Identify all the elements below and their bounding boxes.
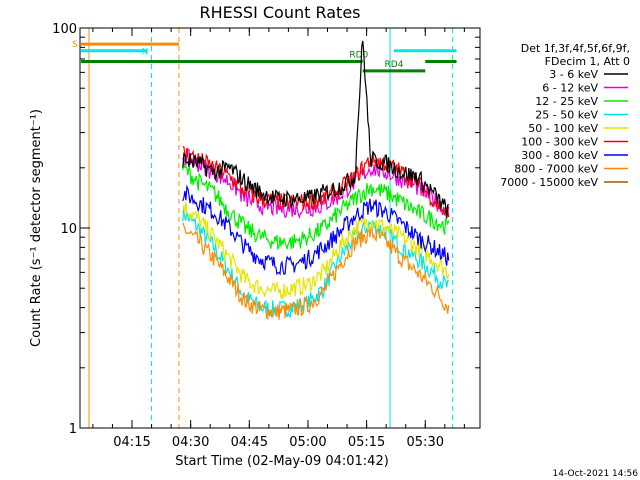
y-tick-label-2: 100 (52, 22, 77, 37)
flag-label-0: S (72, 40, 78, 50)
x-tick-label-4: 05:15 (348, 435, 385, 450)
legend-label-5: 100 - 300 keV (521, 136, 598, 149)
flag-label-6: RD4 (385, 60, 404, 70)
x-axis: 04:15 04:30 04:45 05:00 05:15 05:30 (92, 28, 465, 450)
legend: Det 1f,3f,4f,5f,6f,9f, FDecim 1, Att 0 3… (500, 42, 630, 189)
x-tick-label-3: 05:00 (289, 435, 326, 450)
x-tick-label-1: 04:30 (172, 435, 209, 450)
x-axis-label: Start Time (02-May-09 04:01:42) (175, 454, 389, 469)
legend-header-1: Det 1f,3f,4f,5f,6f,9f, (521, 42, 630, 55)
legend-label-3: 25 - 50 keV (535, 109, 598, 122)
y-tick-label-0: 1 (69, 422, 77, 437)
plot-frame (79, 27, 481, 429)
plot-area: S N RD0 RD4 (72, 28, 457, 428)
legend-label-1: 6 - 12 keV (542, 82, 598, 95)
footer-timestamp: 14-Oct-2021 14:56 (553, 469, 639, 479)
y-axis-label: Count Rate (s⁻¹ detector segment⁻¹) (29, 109, 44, 347)
legend-label-7: 800 - 7000 keV (514, 163, 598, 176)
chart-title: RHESSI Count Rates (200, 3, 361, 22)
x-tick-label-5: 05:30 (407, 435, 444, 450)
series-line-7 (182, 222, 450, 321)
series-line-2 (182, 161, 450, 251)
legend-label-6: 300 - 800 keV (521, 149, 598, 162)
series-line-0 (182, 40, 450, 218)
legend-label-0: 3 - 6 keV (549, 68, 598, 81)
legend-header-2: FDecim 1, Att 0 (545, 55, 630, 68)
x-tick-label-0: 04:15 (113, 435, 150, 450)
legend-label-4: 50 - 100 keV (528, 122, 598, 135)
y-tick-label-1: 10 (60, 222, 77, 237)
flag-label-4: RD0 (349, 50, 368, 60)
x-tick-label-2: 04:45 (231, 435, 268, 450)
legend-label-8: 7000 - 15000 keV (500, 176, 598, 189)
series-line-6 (182, 184, 450, 276)
series-line-4 (182, 201, 450, 299)
flag-label-1: N (142, 48, 149, 58)
y-axis: 1 10 100 (52, 22, 480, 437)
series-line-1 (182, 148, 450, 219)
legend-label-2: 12 - 25 keV (535, 95, 598, 108)
